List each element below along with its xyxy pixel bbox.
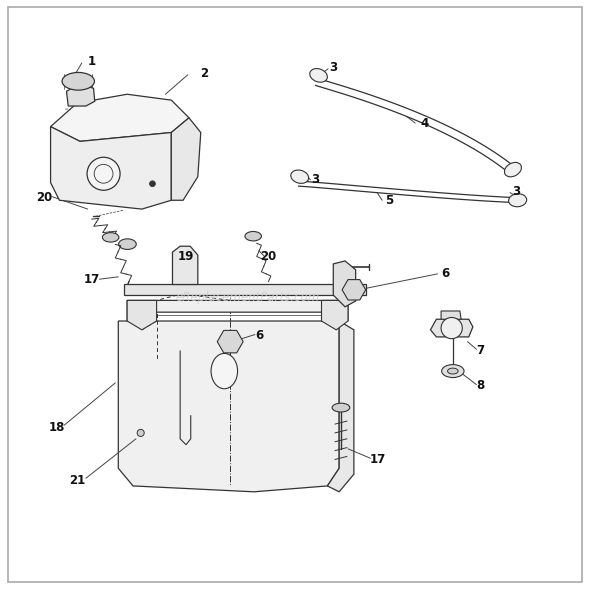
Text: 3: 3 <box>512 185 520 198</box>
Text: 2: 2 <box>199 67 208 80</box>
Ellipse shape <box>509 194 527 207</box>
Ellipse shape <box>310 68 327 82</box>
Polygon shape <box>127 300 348 321</box>
Text: 6: 6 <box>441 267 450 280</box>
Ellipse shape <box>291 170 309 183</box>
Text: 1: 1 <box>88 55 96 68</box>
Text: 17: 17 <box>84 273 100 286</box>
Polygon shape <box>171 118 201 200</box>
Text: 19: 19 <box>178 250 194 263</box>
Ellipse shape <box>245 231 261 241</box>
Text: 3: 3 <box>329 61 337 74</box>
Text: 20: 20 <box>260 250 277 263</box>
Ellipse shape <box>504 163 522 177</box>
Text: 4: 4 <box>421 117 429 130</box>
Text: 7: 7 <box>477 344 484 357</box>
Ellipse shape <box>442 365 464 378</box>
Polygon shape <box>127 300 156 330</box>
Polygon shape <box>119 321 339 492</box>
Circle shape <box>87 157 120 190</box>
Polygon shape <box>51 94 189 141</box>
Polygon shape <box>431 319 473 337</box>
Ellipse shape <box>332 403 350 412</box>
Text: 17: 17 <box>369 453 386 466</box>
Ellipse shape <box>62 72 94 90</box>
Text: 8: 8 <box>476 379 484 392</box>
Text: eReplacementParts.com: eReplacementParts.com <box>176 291 320 304</box>
Circle shape <box>137 429 144 436</box>
Polygon shape <box>51 127 171 209</box>
Ellipse shape <box>211 353 238 389</box>
Ellipse shape <box>448 368 458 374</box>
Text: 20: 20 <box>37 191 53 204</box>
Text: 18: 18 <box>48 421 65 434</box>
Polygon shape <box>172 246 198 284</box>
Bar <box>124 284 366 295</box>
Ellipse shape <box>103 233 119 242</box>
Polygon shape <box>322 300 348 330</box>
Text: 3: 3 <box>312 173 320 186</box>
Polygon shape <box>67 84 95 106</box>
Circle shape <box>441 317 463 339</box>
Polygon shape <box>333 261 356 307</box>
Polygon shape <box>441 311 461 319</box>
Ellipse shape <box>119 239 136 250</box>
Circle shape <box>149 181 155 187</box>
Text: 6: 6 <box>255 329 264 342</box>
Polygon shape <box>327 321 354 492</box>
Text: 5: 5 <box>385 194 394 207</box>
Text: 21: 21 <box>69 474 85 487</box>
